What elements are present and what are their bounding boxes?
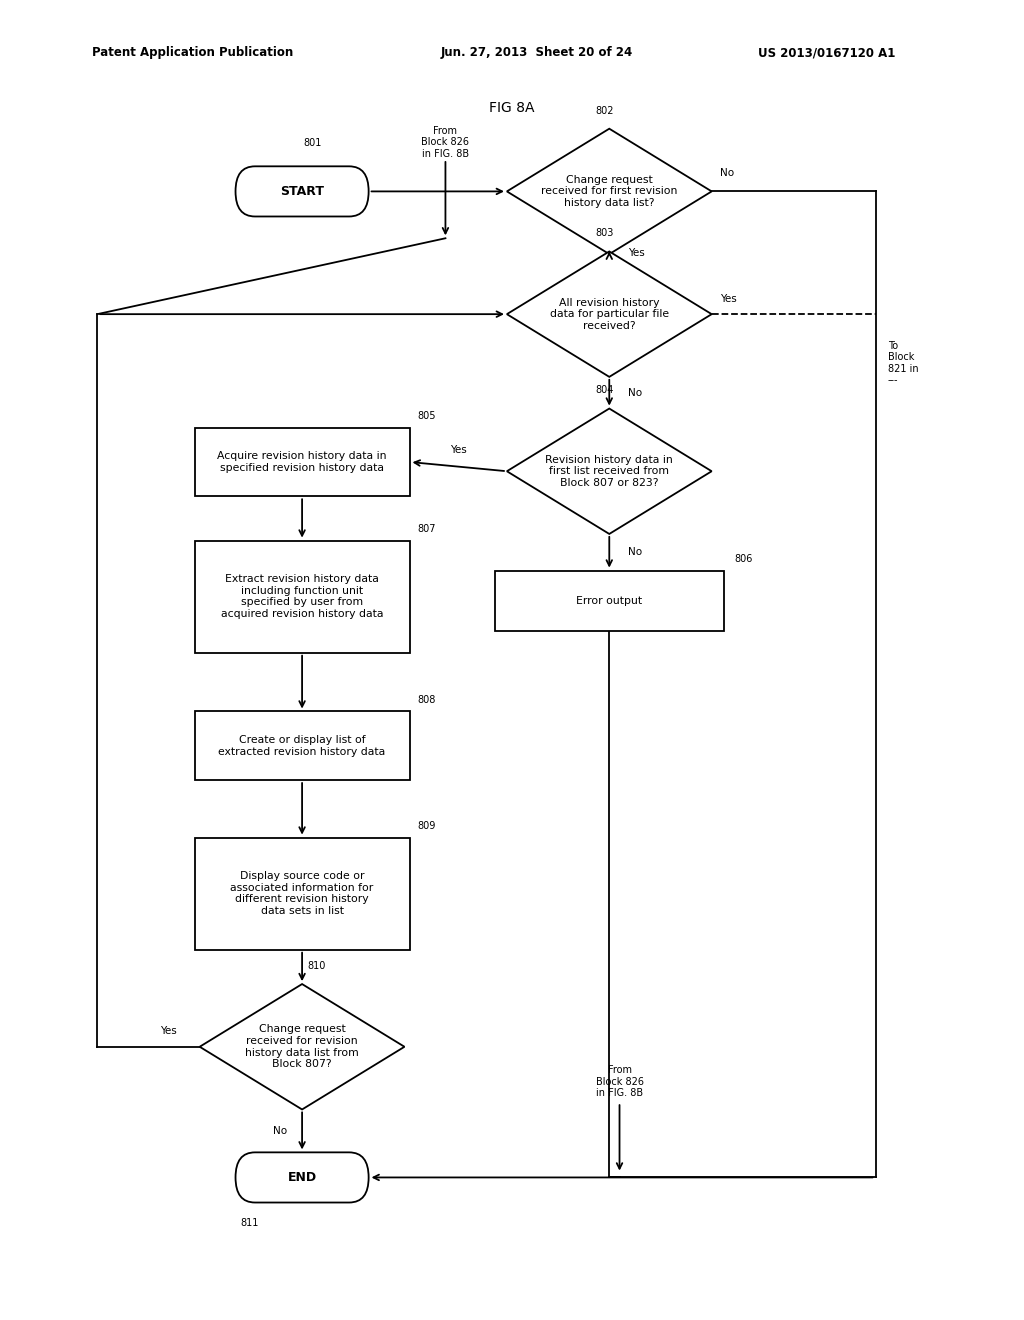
Text: Yes: Yes	[450, 445, 467, 455]
Text: US 2013/0167120 A1: US 2013/0167120 A1	[758, 46, 895, 59]
Text: 811: 811	[241, 1218, 259, 1229]
Text: Error output: Error output	[577, 595, 642, 606]
Text: Jun. 27, 2013  Sheet 20 of 24: Jun. 27, 2013 Sheet 20 of 24	[440, 46, 633, 59]
Polygon shape	[507, 409, 712, 533]
FancyBboxPatch shape	[195, 541, 410, 652]
Text: END: END	[288, 1171, 316, 1184]
FancyBboxPatch shape	[236, 166, 369, 216]
Text: 808: 808	[418, 694, 436, 705]
Text: FIG 8A: FIG 8A	[489, 102, 535, 115]
Text: To
Block
821 in
---: To Block 821 in ---	[888, 341, 919, 385]
Text: 804: 804	[595, 385, 613, 396]
Text: Change request
received for first revision
history data list?: Change request received for first revisi…	[541, 174, 678, 209]
Text: Acquire revision history data in
specified revision history data: Acquire revision history data in specifi…	[217, 451, 387, 473]
Text: 806: 806	[734, 554, 753, 564]
Text: 801: 801	[303, 137, 322, 148]
Polygon shape	[200, 985, 404, 1109]
Text: START: START	[281, 185, 324, 198]
Polygon shape	[507, 251, 712, 378]
Text: From
Block 826
in FIG. 8B: From Block 826 in FIG. 8B	[596, 1065, 643, 1098]
Text: 802: 802	[595, 106, 613, 116]
Text: Patent Application Publication: Patent Application Publication	[92, 46, 294, 59]
Text: 805: 805	[418, 411, 436, 421]
FancyBboxPatch shape	[495, 570, 724, 631]
Text: No: No	[628, 548, 642, 557]
Text: No: No	[720, 168, 734, 178]
Text: 810: 810	[307, 961, 326, 972]
Text: No: No	[628, 388, 642, 397]
Text: Revision history data in
first list received from
Block 807 or 823?: Revision history data in first list rece…	[546, 454, 673, 488]
Text: Extract revision history data
including function unit
specified by user from
acq: Extract revision history data including …	[221, 574, 383, 619]
Text: Create or display list of
extracted revision history data: Create or display list of extracted revi…	[218, 735, 386, 756]
Text: From
Block 826
in FIG. 8B: From Block 826 in FIG. 8B	[422, 125, 469, 158]
Text: 803: 803	[595, 228, 613, 238]
Text: Change request
received for revision
history data list from
Block 807?: Change request received for revision his…	[245, 1024, 359, 1069]
Text: Yes: Yes	[628, 248, 644, 257]
Text: All revision history
data for particular file
received?: All revision history data for particular…	[550, 297, 669, 331]
FancyBboxPatch shape	[236, 1152, 369, 1203]
FancyBboxPatch shape	[195, 711, 410, 780]
Text: Yes: Yes	[720, 293, 736, 304]
FancyBboxPatch shape	[195, 837, 410, 950]
Text: 807: 807	[418, 524, 436, 533]
Text: No: No	[272, 1126, 287, 1137]
Text: Yes: Yes	[161, 1026, 177, 1036]
Text: 809: 809	[418, 821, 436, 832]
Polygon shape	[507, 129, 712, 253]
Text: Display source code or
associated information for
different revision history
dat: Display source code or associated inform…	[230, 871, 374, 916]
FancyBboxPatch shape	[195, 428, 410, 496]
